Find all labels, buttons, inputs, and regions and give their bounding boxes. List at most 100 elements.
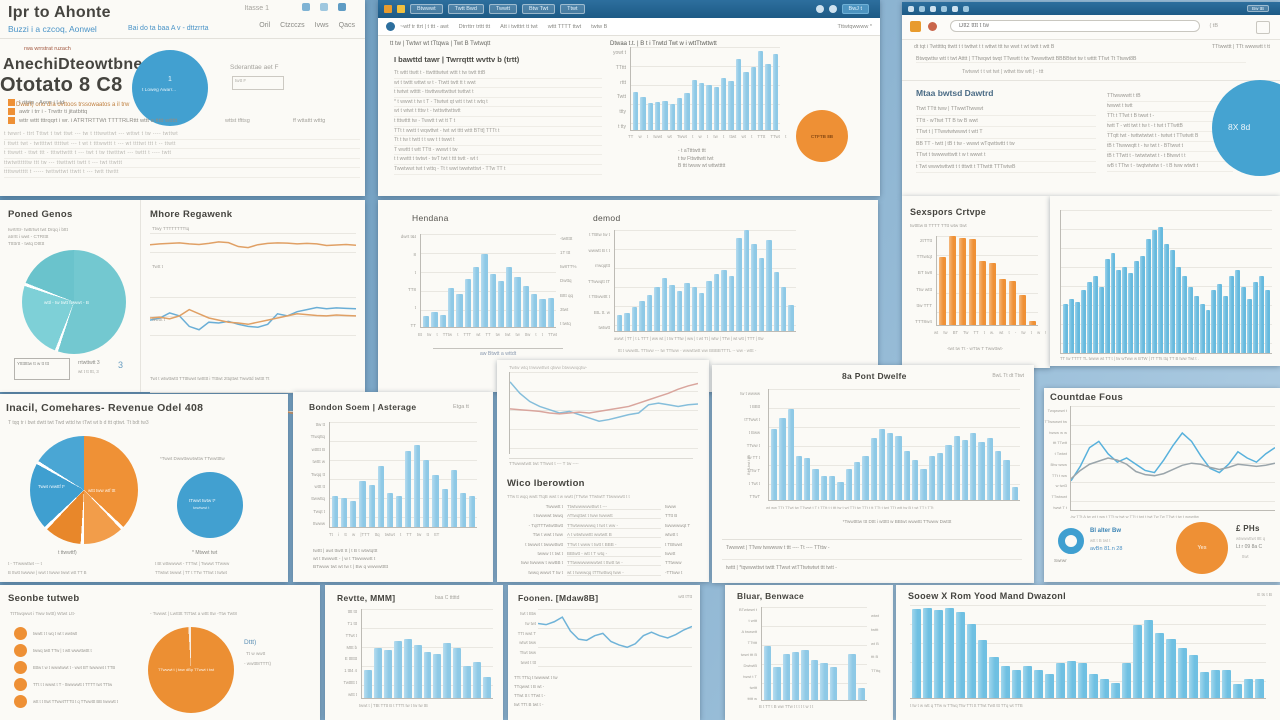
- form-row[interactable]: t t wwttt t twtwt - twT twt t ttt twtt -…: [394, 155, 602, 165]
- profile-icon[interactable]: [1256, 21, 1270, 34]
- menu-row[interactable]: dt tqt i Twtttttq ttwtt t t twttwt t t w…: [914, 44, 1055, 50]
- form-row[interactable]: T wwttt t wtt TTtt - wwwt t tw: [394, 146, 602, 156]
- toolbar-button[interactable]: Twwtt: [488, 4, 518, 14]
- y-tick-label: dwrt t&t: [400, 234, 416, 239]
- help-icon[interactable]: [302, 3, 310, 11]
- bullet-list: twwtt t t wq t wt t wwtwtt twwq twtt TTw…: [14, 625, 144, 710]
- menu-item[interactable]: Dtrrttrr trttt ttt: [458, 23, 491, 30]
- right-tick-label: Dwttq: [560, 278, 572, 284]
- header-menu-item[interactable]: Ivws: [314, 22, 329, 29]
- bar: [481, 254, 488, 327]
- form-row[interactable]: wt t wtwt t tttw t - twttwttwttwtt: [394, 107, 602, 117]
- trends-title: Mhore Regawenk: [150, 209, 233, 220]
- header-menu-item[interactable]: Ctzcczs: [280, 22, 305, 29]
- split-pie-wrap: Twwt rwwttf t* wttt tww wtf ttt: [30, 436, 138, 544]
- detail-row: TTtwwwwtt t tB: [1107, 92, 1233, 102]
- search-input[interactable]: [950, 20, 1200, 32]
- bar: [472, 267, 480, 327]
- toolbar-primary-button[interactable]: BwJ t: [841, 4, 869, 14]
- kpi-label: t Loweg Awarr...: [142, 88, 177, 93]
- toolbar-button[interactable]: Twtt Bwd: [447, 4, 484, 14]
- form-row[interactable]: Tt t tw t twtt t t ww t t twwt t: [394, 136, 602, 146]
- card-title: Seonbe tutweb: [8, 593, 80, 604]
- bar: [1177, 647, 1187, 698]
- bar: [713, 86, 720, 130]
- form-row[interactable]: Tt wttt ttwtt t - ttwttttwtwt wttt t tw …: [394, 69, 602, 79]
- menu-right-label[interactable]: Tttwtqwwww *: [837, 23, 872, 30]
- bar: [758, 258, 765, 331]
- x-axis-labels: wt tw BT Tw TT t w. wt t - tw t w t t: [934, 330, 1046, 335]
- refresh-icon[interactable]: [815, 5, 824, 13]
- right-tick-label: Bttt qq: [560, 292, 574, 298]
- bar: [812, 468, 819, 500]
- app-icon[interactable]: [384, 5, 392, 13]
- header-divider: [0, 38, 365, 39]
- site-icon[interactable]: [910, 21, 921, 32]
- bar: [967, 623, 977, 698]
- download-icon[interactable]: [952, 5, 958, 12]
- countdae-line-chart: [1070, 406, 1275, 511]
- form-row[interactable]: t twtwt wttttt - ttwttwwttwttwt twttwt t: [394, 88, 602, 98]
- breadcrumb-link[interactable]: Bai do ta baa A v - dttzrrta: [128, 25, 209, 32]
- seonbe-card: Seonbe tutweb TtTtwqwwt i Tww twttt) Wtw…: [0, 585, 320, 720]
- y-tick-label: BT tw8: [917, 270, 932, 276]
- bullet-item: wtt t t ttwt TTwwtTTTtt t q TTwwttt BB t…: [14, 693, 144, 710]
- account-icon[interactable]: [338, 3, 346, 11]
- folder-icon[interactable]: [397, 5, 405, 13]
- y-tick-label: tttt ttt: [347, 609, 357, 614]
- settings-icon[interactable]: [828, 5, 837, 13]
- bullet-item: twwq twtt TTw | t wtt wwwttwttt t: [14, 642, 144, 659]
- analytics-window: Ipr to Ahonte Buzzi i a czcoq, Aonwel Ba…: [0, 0, 365, 196]
- form-row[interactable]: wt t twttt wttwt w t - Ttwtt twtt tt t w…: [394, 79, 602, 89]
- bookmark-icon[interactable]: [930, 5, 936, 12]
- record-icon[interactable]: [928, 22, 937, 31]
- bar: [364, 669, 372, 698]
- filter-row[interactable]: Btwqwttw wtt t twt Atttt | TTtwqwt twqt …: [916, 56, 1246, 63]
- toolbar-button[interactable]: Btw Twt: [522, 4, 556, 14]
- header-subtitle-link[interactable]: Buzzi i a czcoq, Aonwel: [8, 24, 97, 34]
- y-tick-label: 1 ttt4 4: [344, 668, 357, 674]
- pie2-note: *Twwt Dwwttwwtwttw TTwwttttw: [160, 456, 225, 461]
- header-menu-item[interactable]: Qacs: [338, 22, 355, 29]
- menu-item[interactable]: wttt TTTT ttwt: [547, 23, 582, 30]
- form-row[interactable]: TTt t wwtt t wqwttwt - twt wt tttt wttt …: [394, 127, 602, 137]
- menu-item[interactable]: twtw B: [591, 23, 608, 30]
- form-row[interactable]: t tttwtttt tw - Twwtt t wt tt T t: [394, 117, 602, 127]
- y-tick-label: Twqt t: [313, 508, 325, 514]
- y-tick-label: Ttwqttq: [310, 434, 325, 440]
- forward-icon[interactable]: [919, 5, 925, 12]
- header-menu-item[interactable]: Oril: [259, 22, 271, 29]
- side-note-box[interactable]: twtt F: [232, 76, 284, 90]
- home-icon[interactable]: [386, 22, 395, 31]
- hendana-footnote: aw Btwtt a wttdt: [433, 348, 563, 357]
- bar: [423, 315, 430, 327]
- extensions-icon[interactable]: [963, 5, 969, 12]
- form-row[interactable]: * t wwwt t tw t T - Ttwtwt qt wtt t twt …: [394, 98, 602, 108]
- toolbar-right-button[interactable]: Bw tB: [1247, 5, 1269, 12]
- box-value-2: wt t tt ttt, 3: [78, 369, 99, 374]
- kpi2-circle: Yes: [1176, 522, 1228, 574]
- bullet-circle-icon: [14, 661, 27, 674]
- menu-item[interactable]: Att i twtttrt tt twt: [500, 23, 538, 30]
- chart-title: Sooew X Rom Yood Mand Dwazonl: [908, 591, 1066, 601]
- tab-row[interactable]: tt tw | Twtwr wt tTtqwa | Twt B Twtwqtt: [390, 41, 491, 47]
- bar: [751, 244, 757, 331]
- bar: [654, 286, 660, 331]
- y-tick-label: t tty: [617, 123, 626, 130]
- bar: [903, 451, 911, 500]
- bar: [1063, 304, 1068, 353]
- history-icon[interactable]: [941, 5, 947, 12]
- spark-x-legend: Twt t wtwttwttt TTtttwwt twttttt i Ttttw…: [150, 376, 270, 381]
- legend-row: BTwww twt wt tw t | Bw q wwwwttttt: [313, 565, 389, 570]
- back-icon[interactable]: [908, 5, 914, 12]
- y-axis-labels: Twqwwwt t TTwwwwt tw twww w w ttt TTwtt t Tw…: [1044, 408, 1067, 510]
- menu-item[interactable]: ~wtf tr ttrt | t ttt - awt: [400, 23, 449, 30]
- form-row[interactable]: Twwtwwt twt t wttq - Tt t wwt twwtwttwt …: [394, 165, 602, 175]
- bar: [624, 312, 630, 331]
- bar: [1019, 294, 1026, 325]
- foonen-card: Foonen. [Mdaw8B] wtt tTtt twt t Btw tw tw…: [508, 585, 700, 720]
- chart-tag: E ts t B: [1257, 592, 1272, 597]
- toolbar-button[interactable]: Btwwwt: [410, 4, 443, 14]
- apps-icon[interactable]: [320, 3, 328, 11]
- toolbar-button[interactable]: Ttwt: [560, 4, 585, 14]
